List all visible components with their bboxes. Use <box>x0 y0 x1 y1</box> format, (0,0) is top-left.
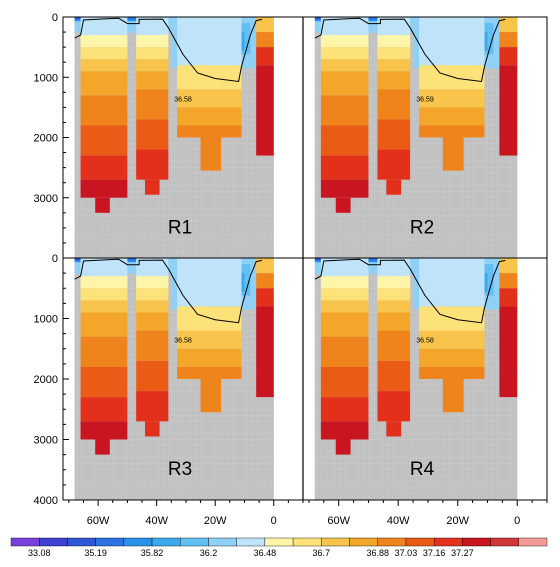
basin-2 <box>136 17 169 195</box>
y-tick-label: 3000 <box>34 435 58 447</box>
colorbar-swatch <box>490 537 519 547</box>
isohaline-contour <box>314 258 506 324</box>
basin-3 <box>419 17 485 171</box>
basin-4 <box>499 17 518 156</box>
colorbar-swatch <box>151 537 181 547</box>
y-tick-label: 2000 <box>34 374 58 386</box>
y-tick-label: 1000 <box>34 314 58 326</box>
x-axis-2: 60W 40W 20W 0 <box>308 500 548 527</box>
x-tick-label: 20W <box>446 515 469 527</box>
y-tick-label: 3000 <box>34 193 58 205</box>
contour-label: 36.59 <box>416 96 434 103</box>
colorbar-swatch <box>405 537 435 547</box>
colorbar-label: 36.2 <box>200 548 218 558</box>
basin-2 <box>136 258 169 437</box>
isohaline-contour <box>314 17 506 83</box>
colorbar-label: 33.08 <box>28 548 51 558</box>
isohaline-contour <box>74 17 263 83</box>
y-axis-1: 0 1000 2000 3000 <box>34 12 69 259</box>
panel-label: R3 <box>168 459 192 480</box>
colorbar: 33.08 35.19 35.82 36.2 36.48 36.7 36.88 37.03 37… <box>10 537 548 558</box>
basin-1 <box>320 17 369 213</box>
y-tick-label: 1000 <box>34 72 58 84</box>
x-tick-label: 60W <box>87 515 110 527</box>
contour-label: 36.58 <box>174 96 192 103</box>
y-tick-label: 0 <box>52 253 58 265</box>
colorbar-swatch <box>377 537 407 547</box>
colorbar-swatch <box>264 537 294 547</box>
x-tick-label: 0 <box>514 515 520 527</box>
colorbar-swatch <box>349 537 378 547</box>
basin-3 <box>177 17 242 171</box>
colorbar-swatch <box>518 537 548 547</box>
basin-2 <box>377 17 411 195</box>
y-tick-label: 4000 <box>34 495 58 507</box>
colorbar-swatch <box>39 537 68 547</box>
colorbar-label: 37.03 <box>395 548 418 558</box>
x-tick-label: 60W <box>327 515 350 527</box>
colorbar-label: 35.19 <box>84 548 107 558</box>
basin-3 <box>419 258 485 413</box>
colorbar-label: 36.7 <box>313 548 331 558</box>
colorbar-swatch <box>462 537 491 547</box>
colorbar-label: 36.48 <box>254 548 277 558</box>
colorbar-swatch <box>10 537 40 547</box>
basin-1 <box>320 258 369 455</box>
colorbar-label: 37.27 <box>451 548 474 558</box>
colorbar-label: 36.88 <box>366 548 389 558</box>
colorbar-swatch <box>123 537 153 547</box>
contour-label: 36.58 <box>416 338 434 345</box>
y-axis-2: 0 1000 2000 3000 4000 <box>34 253 69 507</box>
basin-3 <box>177 258 242 413</box>
y-tick-label: 2000 <box>34 133 58 145</box>
colorbar-swatch <box>433 537 463 547</box>
basin-2 <box>377 258 411 437</box>
colorbar-label: 37.16 <box>423 548 446 558</box>
basin-1 <box>80 17 128 213</box>
x-tick-label: 20W <box>204 515 227 527</box>
panel-r3: 36.58 R3 <box>74 258 274 500</box>
colorbar-swatch <box>95 537 125 547</box>
colorbar-swatch <box>292 537 322 547</box>
panel-label: R4 <box>410 459 435 480</box>
panel-label: R2 <box>410 217 434 238</box>
isohaline-contour <box>74 258 263 324</box>
colorbar-swatch <box>208 537 237 547</box>
basin-4 <box>256 17 274 156</box>
y-tick-label: 0 <box>52 12 58 24</box>
basin-4 <box>256 258 274 398</box>
panel-r1: 36.58 R1 <box>74 17 274 258</box>
panel-label: R1 <box>168 217 192 238</box>
colorbar-swatch <box>236 537 266 547</box>
x-tick-label: 40W <box>145 515 168 527</box>
colorbar-label: 35.82 <box>141 548 164 558</box>
colorbar-swatch <box>180 537 209 547</box>
x-tick-label: 40W <box>387 515 410 527</box>
panel-r2: 36.59 R2 <box>314 17 518 258</box>
panel-r4: 36.58 R4 <box>314 258 518 500</box>
contour-label: 36.58 <box>174 338 192 345</box>
colorbar-swatch <box>321 537 350 547</box>
x-axis-1: 60W 40W 20W 0 <box>68 500 304 527</box>
basin-4 <box>499 258 518 398</box>
x-tick-label: 0 <box>271 515 277 527</box>
colorbar-swatch <box>67 537 96 547</box>
basin-1 <box>80 258 128 455</box>
